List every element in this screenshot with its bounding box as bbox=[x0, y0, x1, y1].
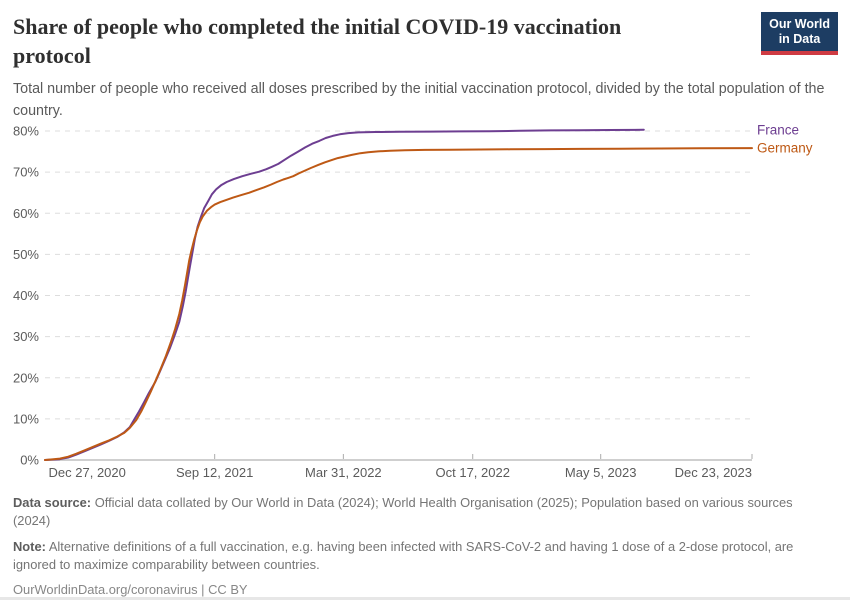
x-tick-label: Oct 17, 2022 bbox=[436, 465, 510, 480]
note-line: Note: Alternative definitions of a full … bbox=[13, 538, 820, 575]
x-tick-label: Dec 23, 2023 bbox=[675, 465, 752, 480]
chart-subtitle: Total number of people who received all … bbox=[13, 81, 825, 119]
x-tick-label: Mar 31, 2022 bbox=[305, 465, 382, 480]
y-tick-label: 30% bbox=[13, 329, 39, 344]
data-source-text: Official data collated by Our World in D… bbox=[13, 495, 793, 529]
citation-line: OurWorldinData.org/coronavirus | CC BY bbox=[13, 581, 820, 599]
chart-header: Share of people who completed the initia… bbox=[0, 0, 850, 122]
y-tick-label: 70% bbox=[13, 165, 39, 180]
x-tick-label: May 5, 2023 bbox=[565, 465, 637, 480]
note-text: Alternative definitions of a full vaccin… bbox=[13, 538, 794, 572]
y-tick-label: 10% bbox=[13, 411, 39, 426]
chart-title: Share of people who completed the initia… bbox=[13, 14, 622, 68]
note-label: Note: bbox=[13, 538, 46, 554]
y-tick-label: 60% bbox=[13, 206, 39, 221]
bottom-strip bbox=[0, 597, 850, 600]
owid-logo-line1: Our World bbox=[769, 17, 830, 31]
owid-logo-line2: in Data bbox=[778, 32, 821, 46]
x-tick-label: Dec 27, 2020 bbox=[49, 465, 126, 480]
data-source-label: Data source: bbox=[13, 495, 92, 510]
x-tick-label: Sep 12, 2021 bbox=[176, 465, 253, 480]
series-line-germany[interactable] bbox=[44, 147, 753, 461]
owid-citation-link[interactable]: OurWorldinData.org/coronavirus | CC BY bbox=[13, 582, 248, 598]
line-chart[interactable]: 0% 10% 20% 30% 40% 50% 60% 70% 80% Dec 27, 2020 Se… bbox=[0, 118, 850, 492]
y-tick-label: 0% bbox=[20, 453, 39, 468]
y-tick-label: 20% bbox=[13, 370, 39, 385]
line-chart-canvas[interactable]: 0% 10% 20% 30% 40% 50% 60% 70% 80% Dec 27, 2020 Se… bbox=[0, 118, 850, 492]
y-tick-label: 50% bbox=[13, 247, 39, 262]
y-tick-label: 80% bbox=[13, 124, 39, 139]
chart-footer: Data source: Official data collated by O… bbox=[13, 494, 820, 607]
series-line-france[interactable] bbox=[44, 128, 645, 461]
legend-label-germany[interactable]: Germany bbox=[757, 141, 813, 156]
owid-logo[interactable]: Our World in Data bbox=[761, 12, 838, 55]
data-source-line: Data source: Official data collated by O… bbox=[13, 494, 820, 531]
legend-label-france[interactable]: France bbox=[757, 122, 799, 137]
y-tick-label: 40% bbox=[13, 288, 39, 303]
